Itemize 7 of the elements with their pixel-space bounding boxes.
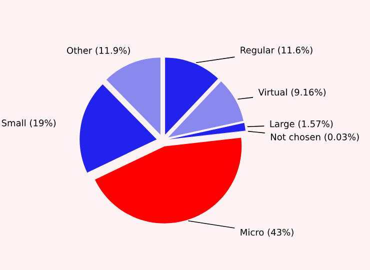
slice-label: Large (1.57%) — [270, 120, 333, 129]
slice-label: Regular (11.6%) — [240, 46, 312, 56]
slice-label: Virtual (9.16%) — [258, 88, 326, 97]
slice-label: Other (11.9%) — [66, 46, 130, 55]
slice-label: Not chosen (0.03%) — [270, 133, 359, 142]
slice-label: Small (19%) — [2, 119, 56, 128]
slice-label: Micro (43%) — [240, 228, 294, 237]
